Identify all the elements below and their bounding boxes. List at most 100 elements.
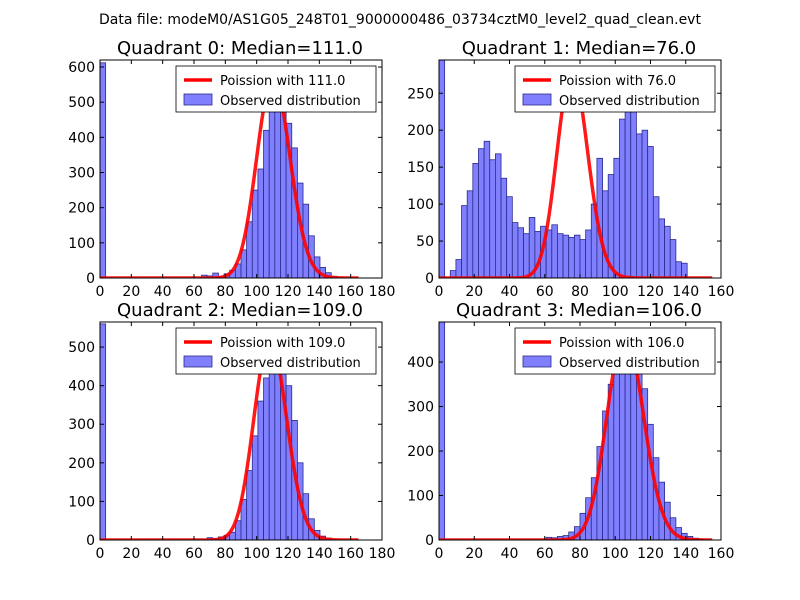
quadrant-3-ytick-label: 0 (425, 533, 434, 549)
quadrant-0-xtick-label: 140 (306, 284, 333, 300)
quadrant-1-bar (489, 159, 496, 278)
quadrant-2-ytick-label: 100 (68, 494, 95, 510)
quadrant-3-ytick-label: 100 (407, 489, 434, 505)
quadrant-3-ytick-label: 300 (407, 400, 434, 416)
quadrant-1-bar (511, 222, 519, 278)
quadrant-0-bar (257, 168, 264, 278)
quadrant-2-ytick-label: 200 (68, 456, 95, 472)
quadrant-3-plot-area (439, 322, 713, 540)
quadrant-1-legend-poisson-label: Poission with 76.0 (559, 74, 676, 89)
quadrant-2-ytick-label: 0 (86, 533, 95, 549)
quadrant-0-legend-bar-swatch (183, 93, 213, 106)
quadrant-1-bar (669, 239, 677, 278)
quadrant-2-ytick-label: 300 (68, 417, 95, 433)
quadrant-3-bar (613, 348, 620, 540)
quadrant-1-bar (652, 196, 660, 278)
quadrant-1-bar (664, 225, 671, 278)
quadrant-1-bar (658, 218, 666, 278)
quadrant-3-xtick-label: 40 (501, 546, 519, 562)
quadrant-1-bar (439, 60, 446, 278)
quadrant-2-xtick-label: 100 (243, 546, 270, 562)
quadrant-1-xtick-label: 140 (672, 284, 699, 300)
quadrant-2-legend: Poission with 109.0 Observed distribution (175, 327, 377, 375)
quadrant-1-bar (681, 262, 688, 278)
quadrant-1-bar (506, 196, 513, 278)
quadrant-1-bar (568, 236, 575, 278)
quadrant-2-xtick-label: 140 (306, 546, 333, 562)
quadrant-1-xtick-label: 80 (571, 284, 589, 300)
quadrant-1-bar (478, 148, 485, 278)
quadrant-1-bar (461, 205, 468, 278)
quadrant-1-legend-bar-swatch (522, 93, 552, 106)
quadrant-1-bar (579, 239, 587, 278)
quadrant-2-poisson-curve (100, 337, 359, 540)
quadrant-1-xtick-label: 100 (602, 284, 629, 300)
quadrant-0-xtick-label: 60 (185, 284, 203, 300)
quadrant-3-xtick-label: 140 (672, 546, 699, 562)
quadrant-0-bar (100, 62, 107, 278)
quadrant-0-ytick-label: 200 (68, 201, 95, 217)
quadrant-0-bar (268, 98, 276, 278)
quadrant-1-bar (523, 233, 530, 278)
quadrant-0-panel: Quadrant 0: Median=111.0 0 20 40 60 80 100 120… (68, 38, 395, 300)
quadrant-1-bar (573, 234, 581, 278)
quadrant-0-xtick-label: 20 (122, 284, 140, 300)
quadrant-1-bar (557, 233, 564, 278)
quadrant-0-bar (251, 189, 259, 278)
quadrant-2-panel: Quadrant 2: Median=109.0 0 20 40 60 80 100 120… (68, 300, 395, 562)
quadrant-3-legend-poisson-label: Poission with 106.0 (559, 336, 684, 351)
quadrant-1-bar (455, 259, 462, 278)
quadrant-2-xtick-label: 160 (337, 546, 364, 562)
quadrant-3-legend-observed-label: Observed distribution (559, 356, 700, 371)
quadrant-0-plot-area (100, 62, 359, 278)
quadrant-1-ytick-label: 250 (407, 86, 434, 102)
quadrant-0-xtick-label: 40 (154, 284, 172, 300)
quadrant-2-bar (263, 377, 270, 540)
quadrant-1-bar (636, 133, 643, 278)
quadrant-0-ytick-label: 500 (68, 95, 95, 111)
quadrant-3-ytick-label: 400 (407, 355, 434, 371)
quadrant-1-xtick-label: 0 (435, 284, 444, 300)
quadrant-3-xtick-label: 120 (637, 546, 664, 562)
quadrant-1-xtick-label: 120 (637, 284, 664, 300)
quadrant-1-ytick-label: 0 (425, 271, 434, 287)
quadrant-2-legend-observed-label: Observed distribution (220, 356, 361, 371)
quadrant-1-xtick-label: 20 (465, 284, 483, 300)
quadrant-0-poisson-curve (100, 75, 359, 278)
quadrant-1-bar (675, 261, 682, 278)
quadrant-1-ytick-label: 50 (416, 234, 434, 250)
quadrant-1-bar (494, 153, 502, 278)
quadrant-0-legend: Poission with 111.0 Observed distribution (175, 65, 377, 113)
quadrant-0-ytick-label: 0 (86, 271, 95, 287)
quadrant-1-xtick-label: 60 (536, 284, 554, 300)
quadrant-0-xtick-label: 100 (243, 284, 270, 300)
quadrant-0-ytick-label: 300 (68, 166, 95, 182)
quadrant-2-title: Quadrant 2: Median=109.0 (117, 300, 363, 321)
quadrant-0-axes-frame (99, 59, 383, 279)
quadrant-2-bar (251, 435, 259, 540)
quadrant-2-bar (100, 323, 107, 540)
quadrant-0-xtick-label: 180 (369, 284, 396, 300)
quadrant-2-axes-frame (99, 321, 383, 541)
quadrant-1-bar (641, 129, 649, 278)
quadrant-2-xtick-label: 180 (369, 546, 396, 562)
quadrant-0-ytick-label: 600 (68, 60, 95, 76)
quadrant-3-xtick-label: 20 (465, 546, 483, 562)
quadrant-2-legend-poisson-label: Poission with 109.0 (220, 336, 345, 351)
quadrant-3-bar (439, 322, 446, 540)
quadrant-1-legend: Poission with 76.0 Observed distribution (514, 65, 716, 113)
quadrant-1-bar (585, 229, 592, 278)
quadrant-1-legend-observed-label: Observed distribution (559, 94, 700, 109)
quadrant-3-title: Quadrant 3: Median=106.0 (456, 300, 702, 321)
quadrant-1-panel: Quadrant 1: Median=76.0 0 20 40 60 80 100 120 1… (407, 38, 734, 300)
quadrant-1-bar (624, 109, 632, 278)
quadrant-3-legend-bar-swatch (522, 355, 552, 368)
quadrant-2-bar (257, 400, 264, 540)
quadrant-1-ytick-label: 200 (407, 123, 434, 139)
quadrant-2-ytick-label: 500 (68, 340, 95, 356)
quadrant-1-ytick-label: 100 (407, 197, 434, 213)
quadrant-2-xtick-label: 60 (185, 546, 203, 562)
quadrant-0-title: Quadrant 0: Median=111.0 (117, 38, 363, 59)
quadrant-1-bar (472, 163, 479, 278)
